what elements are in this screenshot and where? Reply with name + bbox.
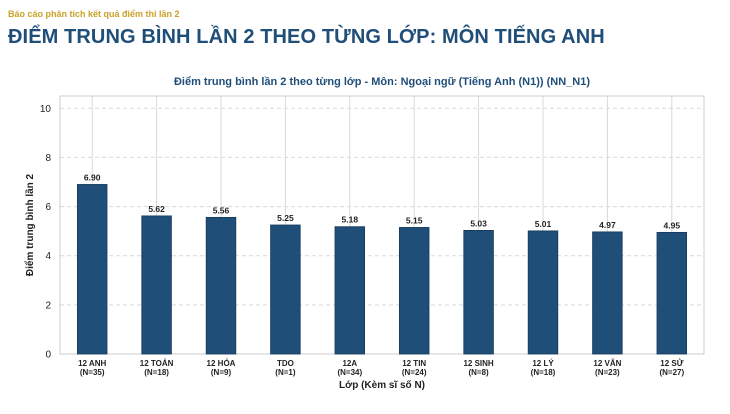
x-category-count: (N=35): [80, 368, 105, 377]
x-category-label: TDO: [277, 359, 294, 368]
chart-title: Điểm trung bình lần 2 theo từng lớp - Mô…: [174, 76, 590, 88]
x-category-label: 12 VĂN: [593, 359, 621, 368]
y-tick-label: 10: [40, 104, 52, 115]
plot-frame: [59, 95, 705, 355]
bar-value-label: 5.01: [535, 219, 552, 229]
x-categories: 12 ANH(N=35)12 TOÁN(N=18)12 HÓA(N=9)TDO(…: [78, 359, 684, 377]
x-category-count: (N=34): [337, 368, 362, 377]
y-tick-label: 4: [45, 251, 51, 262]
x-category-label: 12 LÝ: [532, 359, 554, 368]
page-title: ĐIỂM TRUNG BÌNH LẦN 2 THEO TỪNG LỚP: MÔN…: [8, 26, 605, 48]
bar: [334, 226, 366, 355]
bar: [141, 215, 172, 355]
bar-value-label: 5.56: [213, 205, 230, 215]
bar-value-label: 4.97: [599, 220, 616, 230]
x-category-label: 12 HÓA: [207, 359, 236, 368]
x-category-count: (N=18): [144, 368, 169, 377]
y-ticks: 0 2 4 6 8 10: [40, 104, 52, 361]
bar: [76, 184, 108, 355]
bar-value-label: 5.15: [406, 215, 423, 225]
bar: [205, 216, 237, 355]
x-category-label: 12 ANH: [78, 359, 106, 368]
bar: [270, 224, 301, 355]
bar: [592, 231, 623, 355]
x-category-count: (N=8): [468, 368, 489, 377]
x-category-label: 12A: [342, 359, 357, 368]
y-tick-label: 2: [45, 300, 51, 311]
x-category-label: 12 TIN: [402, 359, 426, 368]
bar: [463, 230, 494, 355]
x-category-label: 12 TOÁN: [140, 359, 174, 368]
y-tick-label: 0: [45, 350, 51, 361]
bar: [656, 231, 688, 355]
x-category-count: (N=9): [211, 368, 232, 377]
bar-value-label: 5.62: [148, 204, 165, 214]
x-category-count: (N=18): [531, 368, 556, 377]
breadcrumb: Báo cáo phân tích kết quả điểm thi lần 2: [8, 9, 180, 19]
bar: [527, 230, 559, 355]
x-category-count: (N=24): [402, 368, 427, 377]
x-category-count: (N=23): [595, 368, 620, 377]
bar-value-label: 5.18: [342, 215, 359, 225]
bar-value-label: 6.90: [84, 172, 101, 182]
y-tick-label: 8: [45, 153, 51, 164]
bar-value-label: 5.03: [470, 218, 487, 228]
x-category-count: (N=27): [659, 368, 684, 377]
x-category-label: 12 SINH: [463, 359, 493, 368]
bar-value-label: 4.95: [664, 220, 681, 230]
y-tick-label: 6: [45, 202, 51, 213]
x-category-label: 12 SỬ: [660, 359, 683, 368]
bar: [398, 227, 430, 355]
bars: 6.90 5.62 5.56 5.25 5.18 5.15 5.03 5.01 4.97 4.95: [76, 172, 688, 355]
bar-value-label: 5.25: [277, 213, 294, 223]
x-category-count: (N=1): [275, 368, 296, 377]
x-axis-title: Lớp (Kèm sĩ số N): [339, 379, 425, 391]
y-axis-title: Điểm trung bình lần 2: [24, 173, 36, 276]
